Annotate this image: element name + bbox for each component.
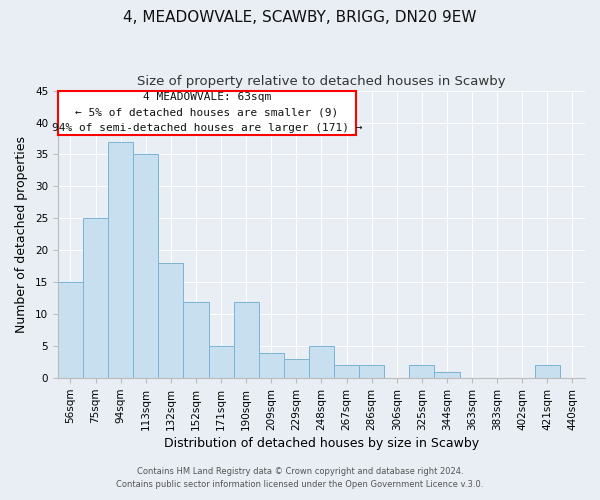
Bar [209, 346, 233, 378]
Text: 4 MEADOWVALE: 63sqm
← 5% of detached houses are smaller (9)
94% of semi-detached: 4 MEADOWVALE: 63sqm ← 5% of detached hou… [52, 92, 362, 134]
Bar [108, 142, 133, 378]
Bar [233, 302, 259, 378]
Bar [535, 366, 560, 378]
Bar [158, 263, 184, 378]
Bar [83, 218, 108, 378]
Bar [309, 346, 334, 378]
FancyBboxPatch shape [58, 90, 356, 135]
Text: Contains HM Land Registry data © Crown copyright and database right 2024.
Contai: Contains HM Land Registry data © Crown c… [116, 468, 484, 489]
Bar [284, 359, 309, 378]
X-axis label: Distribution of detached houses by size in Scawby: Distribution of detached houses by size … [164, 437, 479, 450]
Title: Size of property relative to detached houses in Scawby: Size of property relative to detached ho… [137, 75, 506, 88]
Bar [359, 366, 384, 378]
Text: 4, MEADOWVALE, SCAWBY, BRIGG, DN20 9EW: 4, MEADOWVALE, SCAWBY, BRIGG, DN20 9EW [123, 10, 477, 25]
Bar [184, 302, 209, 378]
Bar [434, 372, 460, 378]
Bar [334, 366, 359, 378]
Bar [259, 352, 284, 378]
Bar [409, 366, 434, 378]
Y-axis label: Number of detached properties: Number of detached properties [15, 136, 28, 333]
Bar [133, 154, 158, 378]
Bar [58, 282, 83, 378]
